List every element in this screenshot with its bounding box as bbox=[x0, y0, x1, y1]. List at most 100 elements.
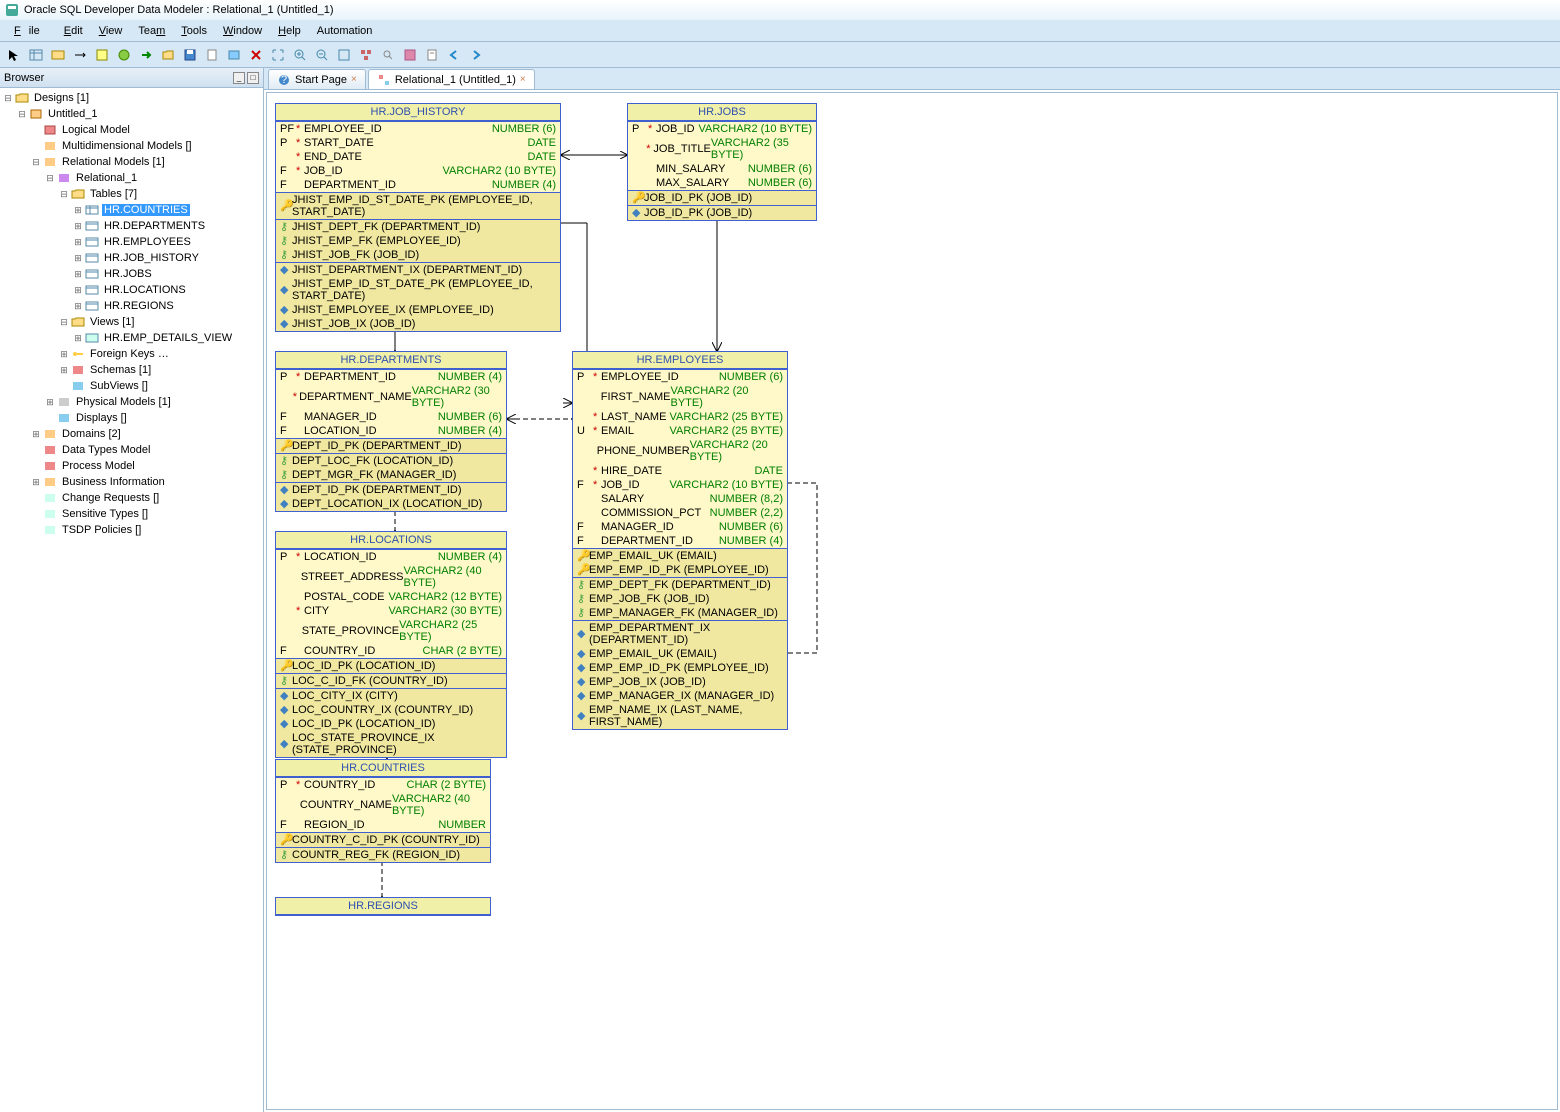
help-icon: ? bbox=[277, 73, 291, 87]
browser-tree[interactable]: ⊟Designs [1] ⊟Untitled_1 Logical Model M… bbox=[0, 88, 263, 1112]
tool-img[interactable] bbox=[224, 45, 244, 65]
node-view-emp[interactable]: ⊞HR.EMP_DETAILS_VIEW bbox=[2, 330, 261, 346]
tool-report[interactable] bbox=[422, 45, 442, 65]
entity-departments[interactable]: HR.DEPARTMENTS P*DEPARTMENT_IDNUMBER (4)… bbox=[275, 351, 507, 512]
node-hr-locations[interactable]: ⊞HR.LOCATIONS bbox=[2, 282, 261, 298]
node-process[interactable]: Process Model bbox=[2, 458, 261, 474]
node-multidim[interactable]: Multidimensional Models [] bbox=[2, 138, 261, 154]
constraint-row: ◆LOC_STATE_PROVINCE_IX (STATE_PROVINCE) bbox=[276, 731, 506, 757]
constraint-row: 🔑JHIST_EMP_ID_ST_DATE_PK (EMPLOYEE_ID, S… bbox=[276, 193, 560, 219]
close-icon[interactable]: × bbox=[351, 74, 357, 85]
column-row: COMMISSION_PCTNUMBER (2,2) bbox=[573, 506, 787, 520]
tool-save[interactable] bbox=[180, 45, 200, 65]
tool-back[interactable] bbox=[444, 45, 464, 65]
column-row: STATE_PROVINCEVARCHAR2 (25 BYTE) bbox=[276, 618, 506, 644]
node-hr-jobs[interactable]: ⊞HR.JOBS bbox=[2, 266, 261, 282]
entity-locations[interactable]: HR.LOCATIONS P*LOCATION_IDNUMBER (4)STRE… bbox=[275, 531, 507, 758]
constraint-row: ◆JHIST_JOB_IX (JOB_ID) bbox=[276, 317, 560, 331]
menu-edit[interactable]: Edit bbox=[56, 23, 91, 39]
tool-reverse[interactable] bbox=[114, 45, 134, 65]
tool-relation[interactable] bbox=[70, 45, 90, 65]
node-rel1[interactable]: ⊟Relational_1 bbox=[2, 170, 261, 186]
constraint-row: ⚷COUNTR_REG_FK (REGION_ID) bbox=[276, 848, 490, 862]
tool-open[interactable] bbox=[158, 45, 178, 65]
node-physical[interactable]: ⊞Physical Models [1] bbox=[2, 394, 261, 410]
menu-view[interactable]: View bbox=[91, 23, 131, 39]
node-tables[interactable]: ⊟Tables [7] bbox=[2, 186, 261, 202]
node-views[interactable]: ⊟Views [1] bbox=[2, 314, 261, 330]
constraint-row: ◆DEPT_ID_PK (DEPARTMENT_ID) bbox=[276, 483, 506, 497]
entity-employees[interactable]: HR.EMPLOYEES P*EMPLOYEE_IDNUMBER (6)FIRS… bbox=[572, 351, 788, 730]
panel-minimize[interactable]: _ bbox=[233, 72, 245, 84]
tool-view[interactable] bbox=[48, 45, 68, 65]
tool-new[interactable] bbox=[202, 45, 222, 65]
tool-find[interactable] bbox=[378, 45, 398, 65]
menu-help[interactable]: Help bbox=[270, 23, 309, 39]
column-row: FMANAGER_IDNUMBER (6) bbox=[276, 410, 506, 424]
column-row: FIRST_NAMEVARCHAR2 (20 BYTE) bbox=[573, 384, 787, 410]
node-hr-regions[interactable]: ⊞HR.REGIONS bbox=[2, 298, 261, 314]
node-sensitive[interactable]: Sensitive Types [] bbox=[2, 506, 261, 522]
menu-tools[interactable]: Tools bbox=[173, 23, 215, 39]
tool-ddl[interactable] bbox=[400, 45, 420, 65]
tool-fit-screen[interactable] bbox=[334, 45, 354, 65]
tool-zoom-out[interactable] bbox=[312, 45, 332, 65]
constraint-row: 🔑LOC_ID_PK (LOCATION_ID) bbox=[276, 659, 506, 673]
tool-forward-nav[interactable] bbox=[466, 45, 486, 65]
tool-pointer[interactable] bbox=[4, 45, 24, 65]
node-hr-jobhist[interactable]: ⊞HR.JOB_HISTORY bbox=[2, 250, 261, 266]
column-row: PHONE_NUMBERVARCHAR2 (20 BYTE) bbox=[573, 438, 787, 464]
node-fkeys[interactable]: ⊞Foreign Keys … bbox=[2, 346, 261, 362]
constraint-row: ⚷DEPT_LOC_FK (LOCATION_ID) bbox=[276, 454, 506, 468]
node-hr-countries[interactable]: ⊞HR.COUNTRIES bbox=[2, 202, 261, 218]
diagram-icon bbox=[377, 73, 391, 87]
tool-table[interactable] bbox=[26, 45, 46, 65]
node-business[interactable]: ⊞Business Information bbox=[2, 474, 261, 490]
entity-title: HR.JOB_HISTORY bbox=[276, 104, 560, 121]
tab-start-page[interactable]: ? Start Page × bbox=[268, 69, 366, 89]
tab-relational[interactable]: Relational_1 (Untitled_1) × bbox=[368, 69, 535, 89]
column-row: *DEPARTMENT_NAMEVARCHAR2 (30 BYTE) bbox=[276, 384, 506, 410]
node-designs[interactable]: ⊟Designs [1] bbox=[2, 90, 261, 106]
browser-title: Browser bbox=[4, 72, 44, 84]
tool-note[interactable] bbox=[92, 45, 112, 65]
node-hr-departments[interactable]: ⊞HR.DEPARTMENTS bbox=[2, 218, 261, 234]
node-schemas[interactable]: ⊞Schemas [1] bbox=[2, 362, 261, 378]
diagram-canvas[interactable]: HR.JOB_HISTORY PF*EMPLOYEE_IDNUMBER (6)P… bbox=[266, 92, 1558, 1110]
menu-file[interactable]: File bbox=[6, 23, 56, 39]
tool-forward[interactable] bbox=[136, 45, 156, 65]
close-icon[interactable]: × bbox=[520, 74, 526, 85]
node-relational[interactable]: ⊟Relational Models [1] bbox=[2, 154, 261, 170]
menu-team[interactable]: Team bbox=[130, 23, 173, 39]
constraint-row: ◆JHIST_DEPARTMENT_IX (DEPARTMENT_ID) bbox=[276, 263, 560, 277]
constraint-row: ◆EMP_JOB_IX (JOB_ID) bbox=[573, 675, 787, 689]
column-row: P*COUNTRY_IDCHAR (2 BYTE) bbox=[276, 778, 490, 792]
node-subviews[interactable]: SubViews [] bbox=[2, 378, 261, 394]
tool-zoom-fit[interactable] bbox=[268, 45, 288, 65]
column-row: MAX_SALARYNUMBER (6) bbox=[628, 176, 816, 190]
node-changereq[interactable]: Change Requests [] bbox=[2, 490, 261, 506]
tool-layout[interactable] bbox=[356, 45, 376, 65]
constraint-row: 🔑EMP_EMAIL_UK (EMAIL) bbox=[573, 549, 787, 563]
tool-delete[interactable] bbox=[246, 45, 266, 65]
menu-window[interactable]: Window bbox=[215, 23, 270, 39]
menu-automation[interactable]: Automation bbox=[309, 23, 381, 39]
entity-job-history[interactable]: HR.JOB_HISTORY PF*EMPLOYEE_IDNUMBER (6)P… bbox=[275, 103, 561, 332]
entity-countries[interactable]: HR.COUNTRIES P*COUNTRY_IDCHAR (2 BYTE)CO… bbox=[275, 759, 491, 863]
node-displays[interactable]: Displays [] bbox=[2, 410, 261, 426]
column-row: F*JOB_IDVARCHAR2 (10 BYTE) bbox=[573, 478, 787, 492]
panel-maximize[interactable]: □ bbox=[247, 72, 259, 84]
tool-zoom-in[interactable] bbox=[290, 45, 310, 65]
entity-regions[interactable]: HR.REGIONS bbox=[275, 897, 491, 916]
entity-jobs[interactable]: HR.JOBS P*JOB_IDVARCHAR2 (10 BYTE)*JOB_T… bbox=[627, 103, 817, 221]
constraint-row: ⚷EMP_DEPT_FK (DEPARTMENT_ID) bbox=[573, 578, 787, 592]
node-datatypes[interactable]: Data Types Model bbox=[2, 442, 261, 458]
right-area: ? Start Page × Relational_1 (Untitled_1)… bbox=[264, 68, 1560, 1112]
node-tsdp[interactable]: TSDP Policies [] bbox=[2, 522, 261, 538]
node-domains[interactable]: ⊞Domains [2] bbox=[2, 426, 261, 442]
constraint-row: ◆JHIST_EMP_ID_ST_DATE_PK (EMPLOYEE_ID, S… bbox=[276, 277, 560, 303]
node-untitled[interactable]: ⊟Untitled_1 bbox=[2, 106, 261, 122]
node-logical[interactable]: Logical Model bbox=[2, 122, 261, 138]
node-hr-employees[interactable]: ⊞HR.EMPLOYEES bbox=[2, 234, 261, 250]
browser-panel: Browser _ □ ⊟Designs [1] ⊟Untitled_1 Log… bbox=[0, 68, 264, 1112]
